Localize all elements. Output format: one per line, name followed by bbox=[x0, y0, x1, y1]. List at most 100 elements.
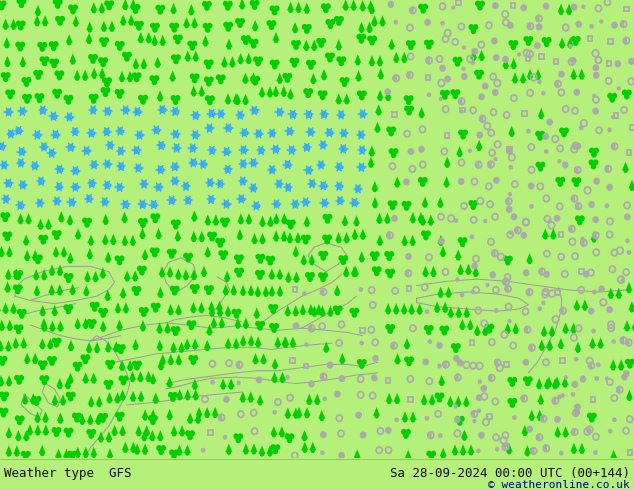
Circle shape bbox=[16, 289, 20, 294]
Circle shape bbox=[305, 10, 308, 13]
Circle shape bbox=[558, 182, 562, 186]
Wedge shape bbox=[321, 289, 323, 295]
Circle shape bbox=[34, 71, 38, 75]
Circle shape bbox=[594, 451, 597, 454]
Circle shape bbox=[305, 28, 309, 33]
Circle shape bbox=[409, 357, 413, 362]
Circle shape bbox=[124, 376, 127, 381]
Circle shape bbox=[453, 57, 458, 62]
Polygon shape bbox=[90, 2, 98, 11]
Polygon shape bbox=[183, 17, 190, 25]
Circle shape bbox=[151, 214, 155, 219]
Circle shape bbox=[269, 25, 274, 29]
Polygon shape bbox=[3, 37, 10, 46]
Circle shape bbox=[109, 1, 113, 5]
Polygon shape bbox=[167, 304, 174, 313]
Circle shape bbox=[574, 182, 578, 186]
Polygon shape bbox=[176, 444, 183, 453]
Wedge shape bbox=[503, 278, 506, 285]
Polygon shape bbox=[174, 230, 181, 239]
Circle shape bbox=[3, 232, 7, 237]
Circle shape bbox=[264, 293, 268, 296]
Circle shape bbox=[317, 311, 321, 315]
Circle shape bbox=[271, 309, 275, 313]
Polygon shape bbox=[628, 180, 634, 188]
Circle shape bbox=[592, 413, 596, 418]
Circle shape bbox=[18, 46, 22, 51]
Circle shape bbox=[143, 416, 146, 420]
Circle shape bbox=[423, 4, 427, 9]
Circle shape bbox=[220, 239, 224, 243]
Wedge shape bbox=[405, 270, 408, 276]
Circle shape bbox=[404, 357, 409, 362]
Polygon shape bbox=[442, 301, 449, 310]
Circle shape bbox=[107, 348, 110, 352]
Polygon shape bbox=[550, 228, 557, 237]
Polygon shape bbox=[384, 213, 391, 221]
Circle shape bbox=[170, 253, 174, 258]
Polygon shape bbox=[224, 93, 231, 102]
Circle shape bbox=[144, 308, 148, 312]
Circle shape bbox=[3, 357, 7, 361]
Circle shape bbox=[295, 58, 299, 63]
Circle shape bbox=[53, 401, 56, 405]
Polygon shape bbox=[69, 284, 76, 293]
Circle shape bbox=[36, 259, 40, 264]
Circle shape bbox=[20, 42, 25, 47]
Circle shape bbox=[458, 420, 462, 425]
Circle shape bbox=[120, 42, 124, 46]
Circle shape bbox=[151, 24, 155, 28]
Polygon shape bbox=[91, 68, 98, 76]
Circle shape bbox=[18, 310, 22, 314]
Circle shape bbox=[1, 213, 5, 218]
Polygon shape bbox=[87, 414, 94, 422]
Circle shape bbox=[403, 242, 406, 245]
Circle shape bbox=[169, 392, 173, 397]
Circle shape bbox=[406, 457, 410, 461]
Polygon shape bbox=[198, 302, 205, 311]
Circle shape bbox=[133, 361, 137, 366]
Circle shape bbox=[459, 271, 462, 274]
Circle shape bbox=[141, 99, 145, 104]
Polygon shape bbox=[385, 90, 392, 98]
Circle shape bbox=[388, 329, 392, 333]
Circle shape bbox=[342, 82, 347, 86]
Circle shape bbox=[87, 40, 91, 44]
Circle shape bbox=[116, 399, 119, 403]
Circle shape bbox=[622, 374, 627, 380]
Polygon shape bbox=[20, 56, 27, 65]
Circle shape bbox=[57, 90, 61, 94]
Polygon shape bbox=[239, 392, 247, 400]
Circle shape bbox=[267, 21, 271, 25]
Circle shape bbox=[508, 23, 513, 28]
Circle shape bbox=[204, 60, 209, 65]
Bar bbox=[392, 112, 396, 117]
Polygon shape bbox=[198, 231, 205, 240]
Circle shape bbox=[321, 277, 325, 281]
Polygon shape bbox=[626, 390, 633, 398]
Polygon shape bbox=[155, 228, 162, 237]
Polygon shape bbox=[145, 32, 152, 41]
Circle shape bbox=[538, 307, 541, 310]
Circle shape bbox=[133, 73, 136, 77]
Polygon shape bbox=[157, 359, 164, 368]
Circle shape bbox=[247, 60, 250, 64]
Circle shape bbox=[155, 214, 160, 219]
Polygon shape bbox=[51, 305, 58, 314]
Circle shape bbox=[8, 232, 11, 237]
Circle shape bbox=[240, 19, 244, 23]
Circle shape bbox=[67, 392, 70, 397]
Polygon shape bbox=[248, 335, 255, 343]
Circle shape bbox=[485, 324, 489, 329]
Circle shape bbox=[127, 52, 131, 57]
Polygon shape bbox=[22, 393, 29, 402]
Circle shape bbox=[564, 330, 567, 333]
Circle shape bbox=[36, 292, 39, 295]
Polygon shape bbox=[242, 443, 249, 452]
Circle shape bbox=[543, 3, 548, 9]
Circle shape bbox=[238, 23, 242, 27]
Polygon shape bbox=[184, 444, 191, 453]
Circle shape bbox=[373, 204, 377, 207]
Circle shape bbox=[38, 255, 42, 260]
Circle shape bbox=[6, 90, 10, 95]
